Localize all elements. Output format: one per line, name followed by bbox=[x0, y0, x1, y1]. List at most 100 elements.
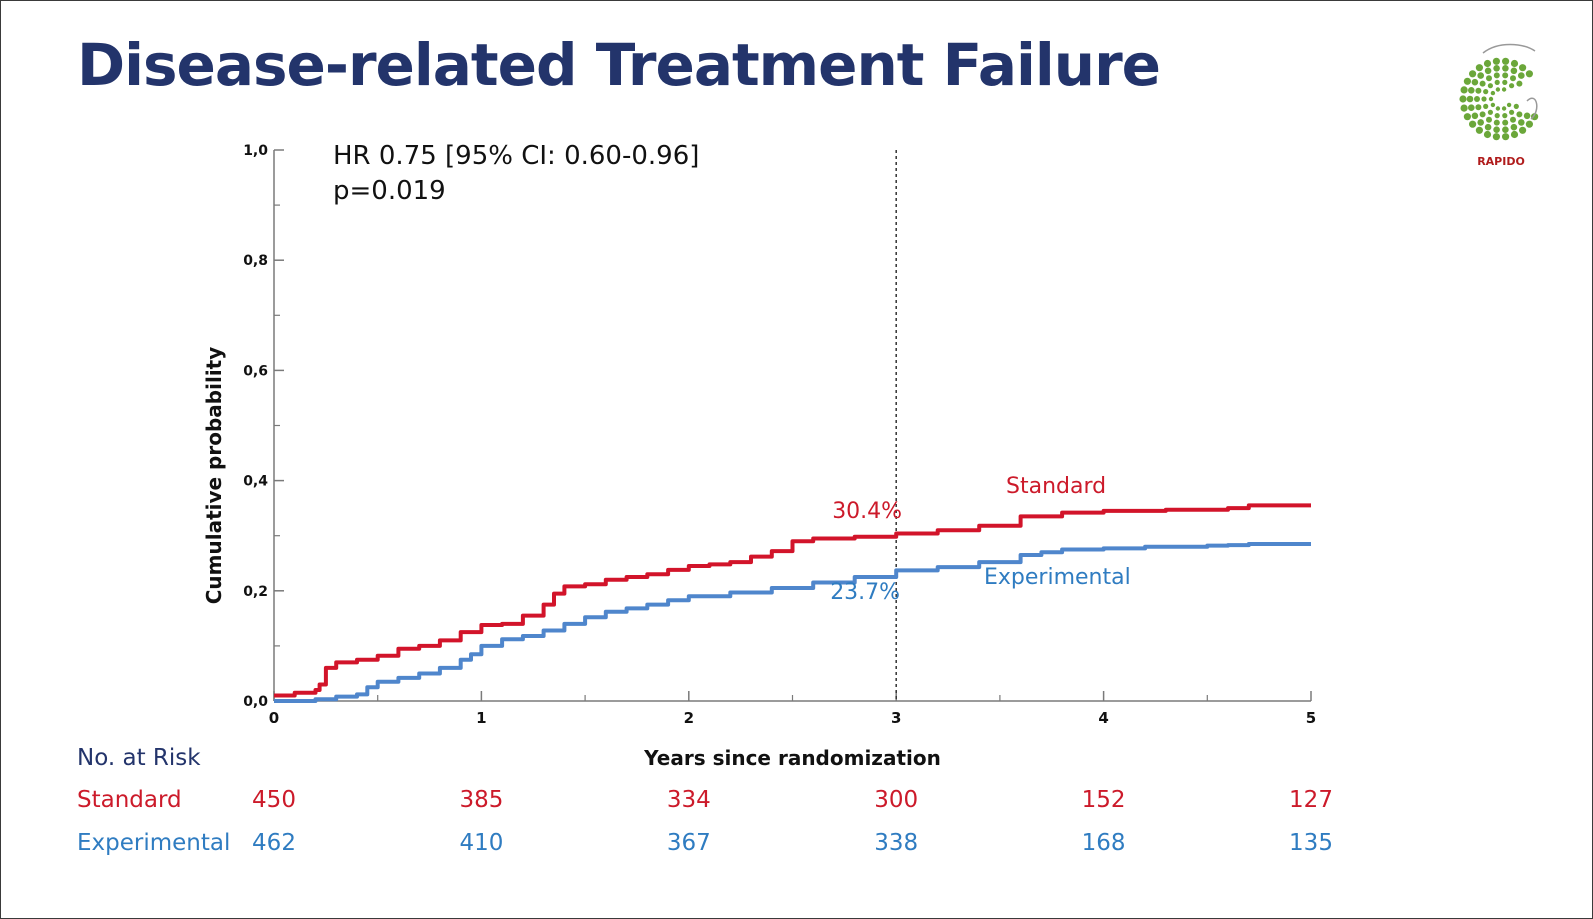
logo-dot bbox=[1477, 72, 1484, 79]
logo-dot bbox=[1471, 112, 1479, 120]
logo-dot bbox=[1510, 59, 1519, 68]
x-tick-label: 2 bbox=[684, 709, 694, 727]
logo-dot bbox=[1487, 109, 1493, 115]
logo-dot bbox=[1510, 123, 1518, 131]
logo-dot bbox=[1488, 96, 1494, 102]
logo-dot bbox=[1475, 104, 1482, 111]
risk-cell: 410 bbox=[459, 830, 504, 856]
logo-dot bbox=[1519, 126, 1527, 134]
logo-dot bbox=[1510, 67, 1518, 75]
logo-dot bbox=[1502, 79, 1508, 85]
logo-dot bbox=[1469, 120, 1477, 128]
standard-3yr-label: 30.4% bbox=[832, 499, 902, 524]
logo-dot bbox=[1484, 67, 1492, 75]
logo-dot bbox=[1483, 103, 1489, 109]
risk-cell: 135 bbox=[1289, 830, 1333, 856]
y-tick-label: 0,4 bbox=[243, 474, 268, 490]
x-tick-label: 5 bbox=[1306, 709, 1316, 727]
logo-dot bbox=[1483, 89, 1489, 95]
logo-text: RAPIDO bbox=[1477, 155, 1525, 168]
risk-row-label-standard: Standard bbox=[77, 787, 182, 813]
logo-dot bbox=[1490, 90, 1496, 96]
logo-dot bbox=[1469, 70, 1477, 78]
risk-cell: 152 bbox=[1081, 787, 1126, 813]
y-axis-label: Cumulative probability bbox=[202, 347, 226, 605]
legend-experimental: Experimental bbox=[984, 565, 1131, 590]
logo-dot bbox=[1502, 65, 1509, 72]
logo-dot bbox=[1501, 87, 1507, 92]
logo-dot bbox=[1502, 113, 1508, 119]
logo-dot bbox=[1492, 57, 1500, 65]
logo-dot bbox=[1466, 95, 1474, 103]
risk-row-label-experimental: Experimental bbox=[77, 830, 231, 856]
logo-dot bbox=[1525, 70, 1533, 78]
logo-dot bbox=[1502, 133, 1510, 141]
logo-dot bbox=[1487, 83, 1493, 89]
y-tick-label: 1,0 bbox=[243, 143, 268, 159]
logo-dot bbox=[1475, 64, 1483, 72]
logo-dot bbox=[1519, 64, 1527, 72]
x-tick-label: 1 bbox=[476, 709, 486, 727]
logo-dot bbox=[1509, 109, 1515, 115]
logo-dot bbox=[1459, 95, 1467, 103]
y-tick-label: 0,6 bbox=[243, 363, 268, 379]
risk-cell: 462 bbox=[252, 830, 296, 856]
experimental-3yr-label: 23.7% bbox=[830, 580, 900, 605]
logo-dot bbox=[1479, 111, 1486, 118]
logo-dot bbox=[1463, 113, 1471, 121]
logo-dot bbox=[1483, 59, 1492, 68]
logo-dot bbox=[1468, 87, 1475, 94]
logo-dot bbox=[1516, 111, 1523, 118]
logo-dot bbox=[1474, 96, 1480, 102]
slide-title: Disease-related Treatment Failure bbox=[77, 31, 1161, 99]
logo-dot bbox=[1471, 78, 1479, 86]
logo-dot bbox=[1506, 102, 1512, 108]
logo-dot bbox=[1460, 86, 1468, 94]
x-axis-label: Years since randomization bbox=[643, 746, 941, 770]
logo-dot bbox=[1481, 96, 1487, 102]
logo-dot bbox=[1493, 72, 1500, 79]
logo-dot bbox=[1502, 72, 1509, 79]
logo-dot bbox=[1501, 106, 1507, 111]
risk-cell: 338 bbox=[874, 830, 919, 856]
logo-dot bbox=[1494, 113, 1500, 119]
rapido-logo-icon: RAPIDO bbox=[1459, 43, 1539, 168]
logo-dot bbox=[1509, 83, 1515, 89]
risk-cell: 367 bbox=[666, 830, 711, 856]
y-tick-label: 0,8 bbox=[243, 253, 268, 269]
logo-dot bbox=[1493, 65, 1500, 72]
logo-dot bbox=[1502, 57, 1510, 65]
logo-dot bbox=[1484, 123, 1492, 131]
logo-dot bbox=[1477, 119, 1484, 126]
risk-cell: 450 bbox=[252, 787, 296, 813]
logo-dot bbox=[1495, 87, 1501, 92]
logo-dot bbox=[1510, 130, 1519, 139]
logo-dot bbox=[1513, 103, 1519, 109]
logo-dot bbox=[1475, 126, 1483, 134]
legend-standard: Standard bbox=[1006, 474, 1106, 499]
logo-dot bbox=[1502, 119, 1509, 126]
logo-dot bbox=[1531, 113, 1539, 121]
risk-table-header: No. at Risk bbox=[77, 745, 201, 771]
series-line-experimental bbox=[274, 542, 1311, 703]
logo-dot bbox=[1523, 112, 1531, 120]
logo-outline bbox=[1482, 43, 1538, 120]
x-tick-label: 3 bbox=[891, 709, 901, 727]
logo-dot bbox=[1510, 116, 1516, 123]
logo-dot bbox=[1463, 77, 1471, 85]
logo-dot bbox=[1475, 87, 1482, 94]
logo-dot bbox=[1525, 120, 1533, 128]
logo-dot bbox=[1486, 75, 1492, 82]
logo-dot bbox=[1492, 133, 1500, 141]
logo-dot bbox=[1468, 104, 1475, 111]
logo-dot bbox=[1502, 126, 1509, 133]
logo-dot bbox=[1493, 126, 1500, 133]
risk-cell: 385 bbox=[459, 787, 504, 813]
logo-dot bbox=[1479, 80, 1486, 87]
logo-dot bbox=[1486, 116, 1492, 123]
risk-cell: 168 bbox=[1081, 830, 1126, 856]
risk-cell: 334 bbox=[666, 787, 711, 813]
risk-cell: 127 bbox=[1289, 787, 1333, 813]
